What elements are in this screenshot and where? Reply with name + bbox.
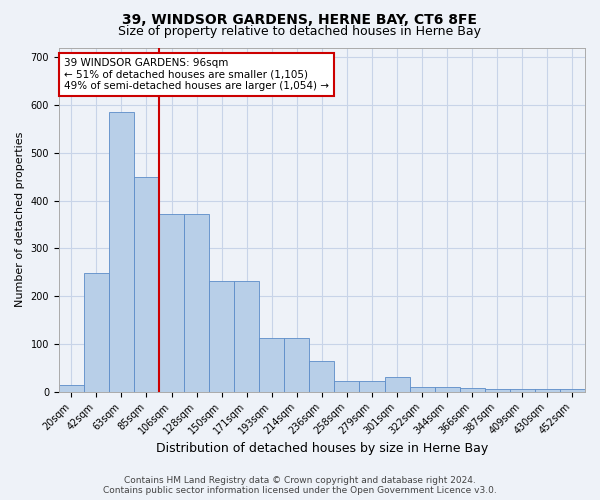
Bar [510, 390, 535, 392]
Bar [284, 338, 310, 392]
Bar [84, 273, 109, 392]
Bar [310, 360, 334, 392]
Bar [259, 338, 284, 392]
Bar [385, 378, 410, 392]
Bar [434, 387, 460, 392]
Text: 39, WINDSOR GARDENS, HERNE BAY, CT6 8FE: 39, WINDSOR GARDENS, HERNE BAY, CT6 8FE [122, 12, 478, 26]
Bar [359, 382, 385, 392]
Bar [134, 176, 159, 392]
Bar [159, 214, 184, 392]
Bar [410, 387, 434, 392]
Y-axis label: Number of detached properties: Number of detached properties [15, 132, 25, 308]
Text: Contains HM Land Registry data © Crown copyright and database right 2024.
Contai: Contains HM Land Registry data © Crown c… [103, 476, 497, 495]
Bar [485, 390, 510, 392]
Bar [184, 214, 209, 392]
Bar [334, 382, 359, 392]
X-axis label: Distribution of detached houses by size in Herne Bay: Distribution of detached houses by size … [156, 442, 488, 455]
Text: 39 WINDSOR GARDENS: 96sqm
← 51% of detached houses are smaller (1,105)
49% of se: 39 WINDSOR GARDENS: 96sqm ← 51% of detac… [64, 58, 329, 91]
Bar [209, 281, 234, 392]
Bar [460, 388, 485, 392]
Bar [59, 384, 84, 392]
Bar [535, 390, 560, 392]
Text: Size of property relative to detached houses in Herne Bay: Size of property relative to detached ho… [119, 25, 482, 38]
Bar [560, 390, 585, 392]
Bar [234, 281, 259, 392]
Bar [109, 112, 134, 392]
